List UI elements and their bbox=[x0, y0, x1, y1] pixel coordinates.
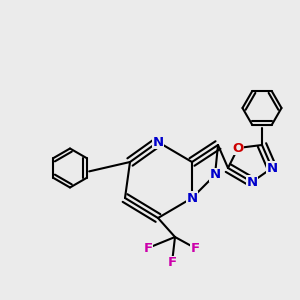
Text: N: N bbox=[186, 191, 198, 205]
Text: N: N bbox=[209, 169, 220, 182]
Text: F: F bbox=[167, 256, 177, 269]
Text: N: N bbox=[152, 136, 164, 148]
Text: O: O bbox=[232, 142, 244, 154]
Text: N: N bbox=[246, 176, 258, 188]
Text: F: F bbox=[143, 242, 153, 254]
Text: F: F bbox=[190, 242, 200, 254]
Text: N: N bbox=[266, 161, 278, 175]
